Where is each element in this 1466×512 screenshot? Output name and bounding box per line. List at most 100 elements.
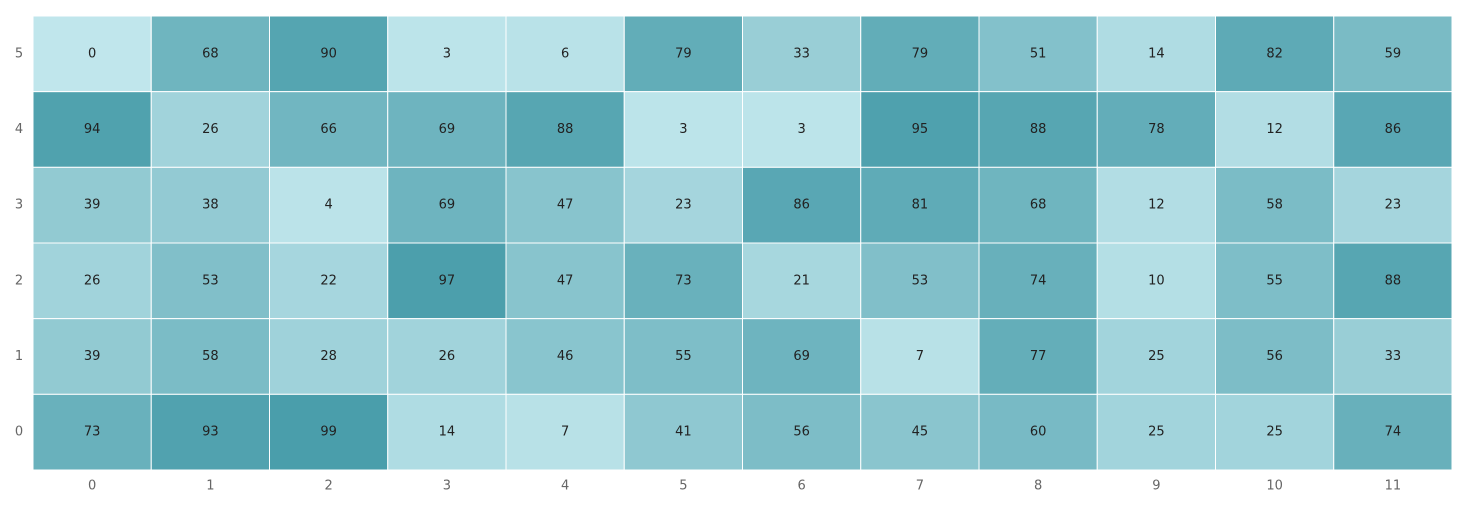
cell-value-label: 12 xyxy=(1266,122,1283,137)
cell-value-label: 22 xyxy=(320,273,337,288)
cell-value-label: 77 xyxy=(1030,349,1047,364)
x-tick-label: 9 xyxy=(1152,479,1160,494)
heatmap-cell-4-8 xyxy=(978,91,1098,168)
x-tick-label: 3 xyxy=(443,479,451,494)
cell-value-label: 94 xyxy=(84,122,101,137)
cell-value-label: 74 xyxy=(1030,273,1047,288)
heatmap-cell-4-0 xyxy=(32,91,152,168)
cell-value-label: 95 xyxy=(912,122,929,137)
cell-value-label: 23 xyxy=(1385,198,1402,213)
heatmap-cell-0-9 xyxy=(1096,393,1216,471)
heatmap-cell-4-1 xyxy=(150,91,270,168)
cell-value-label: 25 xyxy=(1148,349,1165,364)
heatmap-cell-3-0 xyxy=(32,166,152,244)
heatmap-cell-2-11 xyxy=(1333,242,1453,320)
heatmap-cell-0-8 xyxy=(978,393,1098,471)
cell-value-label: 55 xyxy=(1266,273,1283,288)
heatmap-cell-0-3 xyxy=(387,393,507,471)
cell-value-label: 33 xyxy=(1385,349,1402,364)
heatmap-cell-0-6 xyxy=(742,393,862,471)
heatmap-cell-5-11 xyxy=(1333,15,1453,93)
heatmap-cell-5-2 xyxy=(269,15,389,93)
cell-value-label: 21 xyxy=(793,273,810,288)
cell-value-label: 53 xyxy=(912,273,929,288)
cell-value-label: 51 xyxy=(1030,46,1047,61)
y-tick-label: 1 xyxy=(15,349,23,364)
heatmap-cell-5-9 xyxy=(1096,15,1216,93)
cell-value-label: 45 xyxy=(912,425,929,440)
cell-value-label: 14 xyxy=(1148,46,1165,61)
cell-value-label: 66 xyxy=(320,122,337,137)
heatmap-cell-0-0 xyxy=(32,393,152,471)
heatmap-cell-2-8 xyxy=(978,242,1098,320)
cell-value-label: 59 xyxy=(1385,46,1402,61)
cell-value-label: 60 xyxy=(1030,425,1047,440)
cell-value-label: 93 xyxy=(202,425,219,440)
heatmap-cell-0-1 xyxy=(150,393,270,471)
cell-value-label: 26 xyxy=(84,273,101,288)
heatmap-cells xyxy=(32,15,1453,471)
heatmap-cell-3-6 xyxy=(742,166,862,244)
cell-value-label: 58 xyxy=(202,349,219,364)
cell-value-label: 55 xyxy=(675,349,692,364)
cell-value-label: 47 xyxy=(557,273,574,288)
cell-value-label: 74 xyxy=(1385,425,1402,440)
cell-value-label: 25 xyxy=(1266,425,1283,440)
cell-value-label: 26 xyxy=(202,122,219,137)
heatmap-cell-3-4 xyxy=(505,166,625,244)
x-tick-label: 0 xyxy=(88,479,96,494)
heatmap-cell-5-5 xyxy=(623,15,743,93)
heatmap-cell-1-4 xyxy=(505,318,625,395)
cell-value-label: 73 xyxy=(84,425,101,440)
cell-value-label: 7 xyxy=(561,425,569,440)
heatmap-cell-0-10 xyxy=(1215,393,1335,471)
heatmap-cell-2-5 xyxy=(623,242,743,320)
cell-value-label: 69 xyxy=(439,122,456,137)
heatmap-cell-4-4 xyxy=(505,91,625,168)
cell-value-label: 86 xyxy=(1385,122,1402,137)
y-axis: 5 4 3 2 1 0 xyxy=(15,46,23,439)
cell-value-label: 3 xyxy=(443,46,451,61)
cell-value-label: 73 xyxy=(675,273,692,288)
x-tick-label: 4 xyxy=(561,479,569,494)
cell-value-label: 86 xyxy=(793,198,810,213)
cell-value-label: 56 xyxy=(1266,349,1283,364)
heatmap-cell-5-3 xyxy=(387,15,507,93)
cell-value-label: 90 xyxy=(320,46,337,61)
cell-value-label: 68 xyxy=(1030,198,1047,213)
heatmap-cell-2-1 xyxy=(150,242,270,320)
cell-value-label: 79 xyxy=(675,46,692,61)
cell-value-label: 69 xyxy=(439,198,456,213)
cell-value-label: 99 xyxy=(320,425,337,440)
cell-value-label: 78 xyxy=(1148,122,1165,137)
cell-value-label: 88 xyxy=(557,122,574,137)
heatmap-cell-5-7 xyxy=(860,15,980,93)
cell-value-label: 56 xyxy=(793,425,810,440)
x-tick-label: 8 xyxy=(1034,479,1042,494)
heatmap-cell-4-6 xyxy=(742,91,862,168)
heatmap-cell-1-0 xyxy=(32,318,152,395)
heatmap-cell-1-1 xyxy=(150,318,270,395)
cell-value-label: 68 xyxy=(202,46,219,61)
cell-value-label: 82 xyxy=(1266,46,1283,61)
cell-value-label: 39 xyxy=(84,198,101,213)
cell-value-label: 58 xyxy=(1266,198,1283,213)
x-axis: 0 1 2 3 4 5 6 7 8 9 10 11 xyxy=(88,479,1401,494)
x-tick-label: 2 xyxy=(324,479,332,494)
heatmap-cell-0-11 xyxy=(1333,393,1453,471)
heatmap-cell-5-1 xyxy=(150,15,270,93)
heatmap-cell-3-2 xyxy=(269,166,389,244)
heatmap-cell-1-8 xyxy=(978,318,1098,395)
x-tick-label: 7 xyxy=(916,479,924,494)
heatmap-cell-1-5 xyxy=(623,318,743,395)
cell-value-label: 88 xyxy=(1030,122,1047,137)
cell-value-label: 23 xyxy=(675,198,692,213)
heatmap-cell-2-3 xyxy=(387,242,507,320)
y-tick-label: 3 xyxy=(15,198,23,213)
heatmap-cell-3-3 xyxy=(387,166,507,244)
y-tick-label: 2 xyxy=(15,273,23,288)
heatmap-cell-4-2 xyxy=(269,91,389,168)
cell-value-label: 97 xyxy=(439,273,456,288)
heatmap-cell-3-11 xyxy=(1333,166,1453,244)
